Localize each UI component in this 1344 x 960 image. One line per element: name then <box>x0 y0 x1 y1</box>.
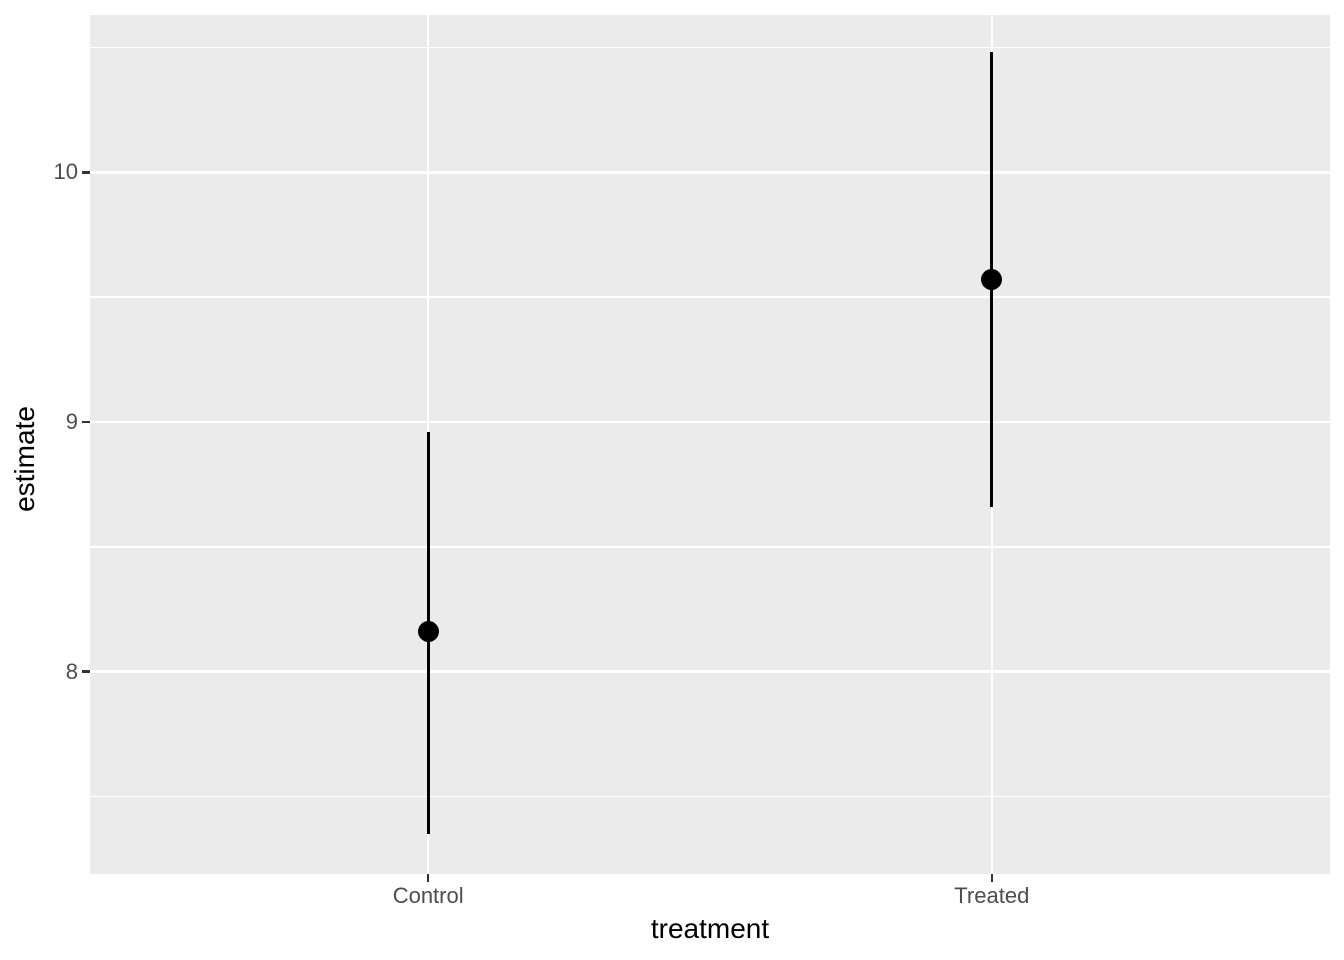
x-axis-title: treatment <box>650 913 770 944</box>
major-gridline <box>90 670 1330 673</box>
major-gridline <box>90 420 1330 424</box>
x-tick-label-control: Control <box>392 883 464 908</box>
plot-panel <box>90 15 1330 874</box>
y-axis-title-text: estimate <box>9 406 40 512</box>
point-estimate-control <box>417 621 439 643</box>
y-tick-label: 10 <box>53 159 78 185</box>
minor-gridline <box>90 46 1330 49</box>
y-tick-label: 8 <box>65 658 78 684</box>
minor-gridline <box>90 546 1330 548</box>
point-estimate-treated <box>981 269 1003 291</box>
x-tick-mark <box>990 874 994 882</box>
y-tick-mark <box>82 670 90 673</box>
y-tick-mark <box>82 171 90 174</box>
x-tick-label-treated: Treated <box>954 883 1030 908</box>
x-tick-mark <box>426 874 430 882</box>
y-tick-mark <box>82 420 90 424</box>
minor-gridline <box>90 795 1330 798</box>
major-gridline <box>90 171 1330 174</box>
y-tick-label: 9 <box>65 409 78 435</box>
minor-gridline <box>90 296 1330 298</box>
